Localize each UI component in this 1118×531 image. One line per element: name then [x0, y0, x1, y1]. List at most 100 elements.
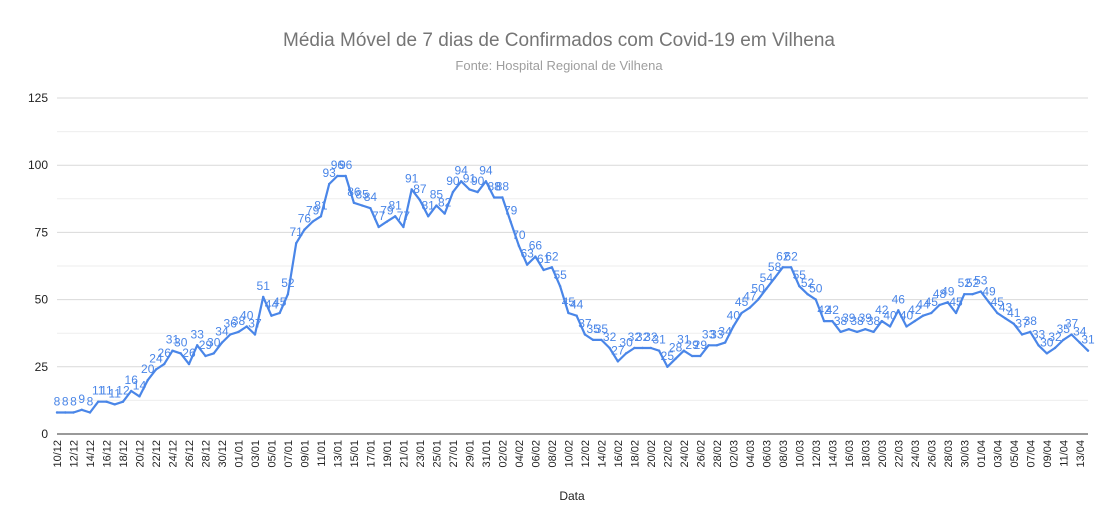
data-point [740, 311, 743, 315]
x-axis-label: Data [559, 489, 585, 503]
data-point [921, 314, 925, 317]
y-tick-label: 125 [28, 91, 48, 105]
x-tick-label: 14/02 [596, 440, 608, 468]
data-point [1004, 317, 1007, 320]
data-label: 34 [215, 325, 229, 339]
data-point [163, 362, 166, 366]
data-point [600, 338, 603, 342]
x-tick-label: 30/03 [959, 440, 971, 468]
x-tick-label: 13/04 [1075, 440, 1087, 468]
data-label: 31 [1081, 333, 1095, 347]
x-tick-label: 16/02 [613, 440, 625, 468]
data-label: 30 [174, 335, 188, 349]
data-point [451, 190, 455, 194]
data-label: 40 [727, 308, 741, 322]
x-tick-label: 12/03 [811, 440, 823, 468]
data-label: 40 [883, 308, 897, 322]
data-label: 79 [380, 204, 394, 218]
data-label: 52 [801, 276, 815, 290]
x-tick-label: 04/03 [745, 440, 757, 468]
data-point [402, 225, 405, 229]
data-point [963, 293, 966, 296]
data-point [435, 204, 438, 207]
x-tick-label: 07/01 [283, 440, 295, 468]
data-point [311, 220, 314, 223]
data-point [773, 276, 776, 280]
data-point [633, 346, 636, 350]
x-tick-label: 06/02 [530, 440, 542, 468]
data-point [130, 389, 133, 393]
data-label: 62 [784, 249, 798, 263]
x-tick-label: 10/12 [52, 440, 64, 468]
data-label: 88 [496, 179, 510, 193]
data-label: 37 [578, 317, 592, 331]
x-tick-label: 30/12 [217, 440, 229, 468]
data-label: 31 [652, 333, 666, 347]
data-point [253, 333, 257, 336]
x-tick-label: 26/03 [926, 440, 938, 468]
x-tick-label: 05/01 [266, 440, 278, 468]
data-point [888, 325, 892, 328]
data-point [105, 400, 108, 403]
data-point [336, 174, 339, 178]
data-point [880, 319, 883, 323]
data-point [55, 411, 59, 414]
data-label: 96 [339, 158, 353, 172]
data-label: 33 [191, 327, 205, 341]
data-label: 45 [735, 295, 749, 309]
data-point [1012, 322, 1015, 325]
x-tick-label: 03/04 [992, 440, 1004, 468]
data-label: 32 [603, 330, 617, 344]
y-tick-label: 75 [35, 225, 49, 239]
x-tick-label: 20/03 [877, 440, 889, 468]
data-label: 8 [54, 394, 61, 408]
data-label: 39 [859, 311, 873, 325]
y-tick-label: 0 [41, 427, 48, 441]
y-tick-label: 100 [28, 158, 48, 172]
data-point [798, 284, 801, 288]
data-point [88, 411, 92, 414]
data-point [245, 325, 248, 328]
data-point [938, 303, 941, 307]
data-point [674, 357, 677, 360]
x-tick-label: 18/12 [118, 440, 130, 468]
data-point [468, 188, 471, 191]
data-point [443, 212, 446, 215]
data-label: 30 [207, 335, 221, 349]
x-tick-label: 23/01 [415, 440, 427, 468]
x-tick-label: 12/12 [68, 440, 80, 468]
x-tick-label: 12/02 [580, 440, 592, 468]
data-point [946, 301, 949, 304]
data-point [154, 368, 158, 371]
data-point [690, 354, 694, 358]
data-label: 38 [867, 314, 881, 328]
data-label: 42 [875, 303, 889, 317]
data-label: 32 [1048, 330, 1062, 344]
data-label: 8 [62, 394, 69, 408]
data-label: 29 [199, 338, 213, 352]
data-point [418, 198, 422, 202]
data-label: 25 [661, 349, 675, 363]
x-tick-label: 01/01 [233, 440, 245, 468]
data-point [616, 360, 620, 363]
data-point [1062, 338, 1065, 342]
data-label: 11 [109, 386, 122, 400]
data-label: 46 [892, 292, 906, 306]
data-point [492, 196, 496, 199]
data-label: 79 [306, 204, 320, 218]
data-label: 30 [619, 335, 633, 349]
data-label: 52 [281, 276, 295, 290]
y-axis-ticks: 0 25 50 75 100 125 [28, 91, 48, 441]
data-label: 71 [290, 225, 304, 239]
data-point [270, 314, 273, 317]
x-tick-label: 02/02 [497, 440, 509, 468]
data-label: 86 [347, 185, 361, 199]
data-point [666, 365, 669, 368]
data-label: 62 [776, 249, 790, 263]
data-point [748, 306, 752, 309]
data-point [393, 215, 397, 218]
data-label: 29 [685, 338, 699, 352]
data-label: 35 [595, 322, 609, 336]
data-label: 8 [70, 394, 77, 408]
data-point [72, 411, 75, 414]
